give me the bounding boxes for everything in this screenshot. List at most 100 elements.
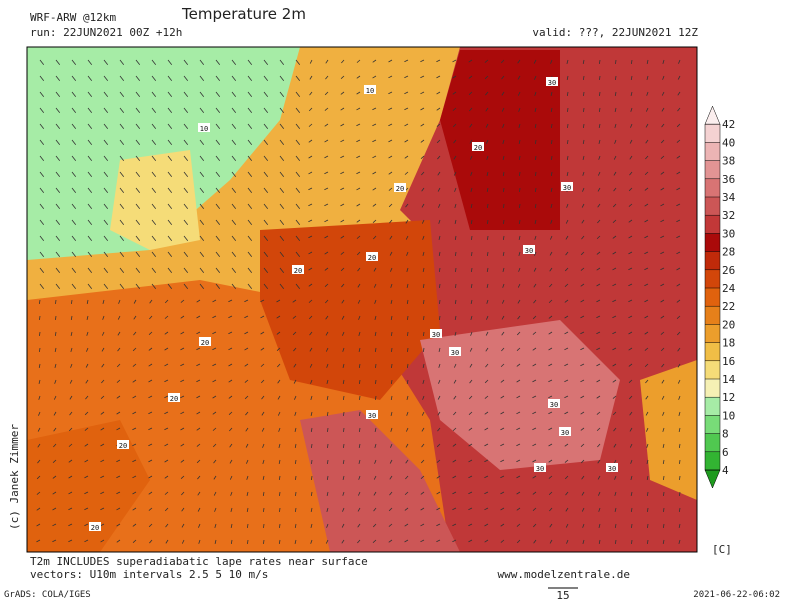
wind-arrow [119,139,125,145]
wind-arrow [644,171,649,176]
wind-arrow [596,411,601,415]
wind-arrow [567,107,569,113]
wind-arrow [100,507,105,511]
map-label-box [449,347,461,356]
wind-arrow [389,219,393,224]
wind-arrow [180,411,185,415]
wind-arrow [551,123,553,129]
wind-arrow [55,171,61,177]
wind-arrow [39,75,45,81]
wind-arrow [38,347,41,353]
wind-arrow [135,171,141,177]
wind-arrow [612,251,617,255]
wind-arrow [212,331,217,335]
wind-arrow [54,331,57,337]
wind-arrow [677,347,681,352]
wind-arrow [70,331,73,336]
wind-arrow [564,267,569,272]
wind-arrow [468,395,473,400]
wind-arrow [580,395,585,399]
wind-arrow [38,363,41,369]
wind-arrow [612,315,617,319]
colorbar-segment [705,397,720,416]
wind-arrow [468,443,473,447]
wind-arrow [340,203,345,207]
wind-arrow [374,299,377,304]
wind-arrow [308,299,313,303]
wind-arrow [356,235,361,239]
wind-arrow [132,507,137,511]
wind-arrow [613,427,617,432]
wind-arrow [167,203,173,209]
wind-arrow [614,491,617,496]
wind-arrow [342,507,345,512]
wind-arrow [116,491,121,495]
wind-arrow [660,315,665,319]
wind-arrow [420,139,425,143]
wind-arrow [437,395,441,400]
wind-arrow [420,491,425,495]
wind-arrow [132,443,137,447]
wind-arrow [468,459,473,463]
wind-arrow [308,203,313,207]
wind-arrow [279,203,285,209]
wind-arrow [487,235,489,241]
wind-arrow [404,75,409,79]
wind-arrow [356,187,361,191]
wind-arrow [630,107,633,112]
wind-arrow [453,379,457,384]
wind-arrow [596,283,601,287]
wind-arrow [100,459,105,463]
wind-arrow [231,123,237,129]
wind-arrow [293,347,297,352]
wind-arrow [39,219,45,225]
wind-arrow [452,507,457,511]
wind-arrow [484,523,489,527]
wind-arrow [38,411,41,416]
wind-arrow [247,107,253,113]
wind-arrow [119,219,125,225]
map-label: 20 [294,267,302,275]
wind-arrow [517,91,521,96]
wind-arrow [644,315,649,319]
wind-arrow [583,107,585,113]
wind-arrow [52,539,57,543]
wind-arrow [231,75,237,81]
map-label: 30 [536,465,544,473]
wind-arrow [260,379,265,384]
wind-arrow [309,75,313,80]
wind-arrow [630,75,633,81]
wind-arrow [295,139,301,145]
wind-arrow [167,155,173,161]
wind-arrow [583,123,585,129]
wind-arrow [229,475,233,480]
wind-arrow [68,523,73,527]
wind-arrow [612,411,617,416]
wind-arrow [597,171,601,176]
wind-arrow [550,203,553,208]
wind-arrow [326,411,329,417]
wind-arrow [198,523,201,528]
wind-arrow [87,251,93,257]
wind-arrow [374,459,377,464]
wind-arrow [311,459,313,465]
map-label: 30 [608,465,616,473]
run-label: run: 22JUN2021 00Z +12h [30,26,182,39]
wind-arrow [151,203,157,209]
wind-arrow [263,59,269,65]
colorbar-label: 20 [722,318,735,331]
wind-arrow [596,331,601,335]
wind-arrow [85,395,89,400]
wind-arrow [340,219,345,223]
wind-arrow [52,507,57,511]
wind-arrow [629,427,633,432]
wind-arrow [406,251,409,256]
wind-arrow [580,315,585,319]
wind-arrow [468,491,473,495]
wind-arrow [38,379,41,384]
wind-arrow [676,283,681,287]
wind-arrow [326,491,329,496]
wind-arrow [151,219,157,225]
wind-arrow [646,91,649,96]
wind-arrow [324,267,329,271]
